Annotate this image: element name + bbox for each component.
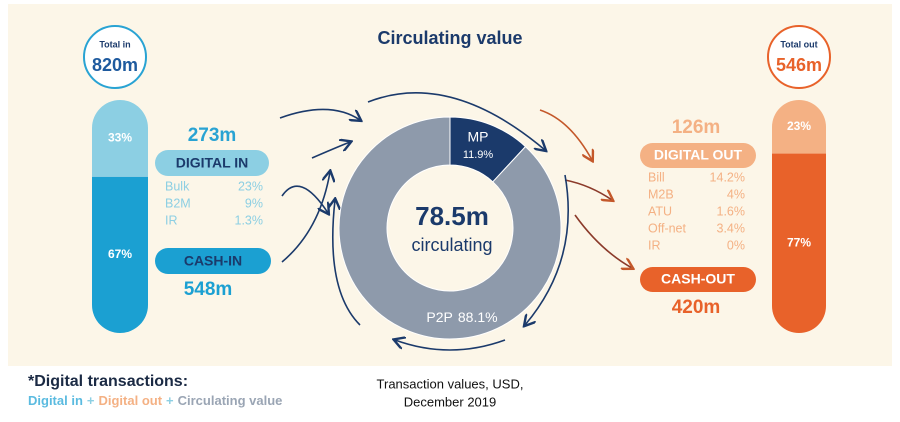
item-value: 0% xyxy=(727,238,745,252)
cash-in-amount: 548m xyxy=(184,279,233,300)
footnote-part: Digital in xyxy=(28,393,83,408)
bar-label: 23% xyxy=(787,119,811,133)
total-out-label: Total out xyxy=(780,39,817,49)
cash-out-label: CASH-OUT xyxy=(661,271,735,287)
item-value: 3.4% xyxy=(717,221,746,235)
slice-value: 88.1% xyxy=(458,309,498,325)
item-name: B2M xyxy=(165,196,191,210)
bar-segment xyxy=(772,153,826,333)
digital-out-label: DIGITAL OUT xyxy=(654,147,743,163)
donut-slice xyxy=(338,116,562,340)
item-name: ATU xyxy=(648,204,672,218)
donut: MP 11.9% P2P 88.1% xyxy=(338,116,562,340)
digital-in-label: DIGITAL IN xyxy=(176,155,249,171)
footnote-part: + xyxy=(87,393,95,408)
bar-label: 67% xyxy=(108,247,132,261)
bar-label: 33% xyxy=(108,131,132,145)
item-name: Bulk xyxy=(165,179,190,193)
bar-segment xyxy=(92,176,148,333)
item-name: IR xyxy=(165,213,178,227)
total-out-value: 546m xyxy=(776,55,822,75)
cash-out-pill xyxy=(640,267,756,292)
flow-arrows xyxy=(279,92,632,351)
caption-line: Transaction values, USD, xyxy=(377,376,524,391)
cash-in-label: CASH-IN xyxy=(184,253,242,269)
item-name: IR xyxy=(648,238,661,252)
out-bar xyxy=(772,100,826,333)
item-value: 1.6% xyxy=(717,204,746,218)
item-name: M2B xyxy=(648,187,674,201)
digital-in-amount: 273m xyxy=(188,125,237,146)
total-in-label: Total in xyxy=(99,39,130,49)
digital-in-pill xyxy=(155,150,269,176)
in-bar xyxy=(92,100,148,333)
digital-out-amount: 126m xyxy=(672,117,721,138)
item-value: 14.2% xyxy=(710,170,745,184)
item-value: 1.3% xyxy=(235,213,264,227)
slice-name: P2P xyxy=(426,309,452,325)
footnote-title: *Digital transactions: xyxy=(28,373,188,390)
title: Circulating value xyxy=(377,28,522,48)
item-value: 9% xyxy=(245,196,263,210)
total-in-badge xyxy=(83,25,147,89)
item-value: 4% xyxy=(727,187,745,201)
total-in-value: 820m xyxy=(92,55,138,75)
slice-label: MP xyxy=(468,129,489,145)
item-name: Bill xyxy=(648,170,665,184)
item-name: Off-net xyxy=(648,221,687,235)
item-value: 23% xyxy=(238,179,263,193)
slice-label: P2P 88.1% xyxy=(426,309,497,325)
cash-out-amount: 420m xyxy=(672,297,721,318)
bar-segment xyxy=(92,100,148,177)
footnote-line: Digital in + Digital out + Circulating value xyxy=(28,393,282,408)
footnote-part: Digital out xyxy=(98,393,162,408)
footnote-part: Circulating value xyxy=(178,393,283,408)
cash-in-pill xyxy=(155,248,271,274)
footnote-part: + xyxy=(166,393,174,408)
bar-label: 77% xyxy=(787,235,811,249)
center-value: 78.5m xyxy=(415,201,489,231)
total-out-badge xyxy=(767,25,831,89)
caption-line: December 2019 xyxy=(404,394,497,409)
slice-value: 11.9% xyxy=(463,149,494,161)
bar-segment xyxy=(772,100,826,154)
center-label: circulating xyxy=(411,235,492,255)
digital-out-pill xyxy=(640,143,756,168)
